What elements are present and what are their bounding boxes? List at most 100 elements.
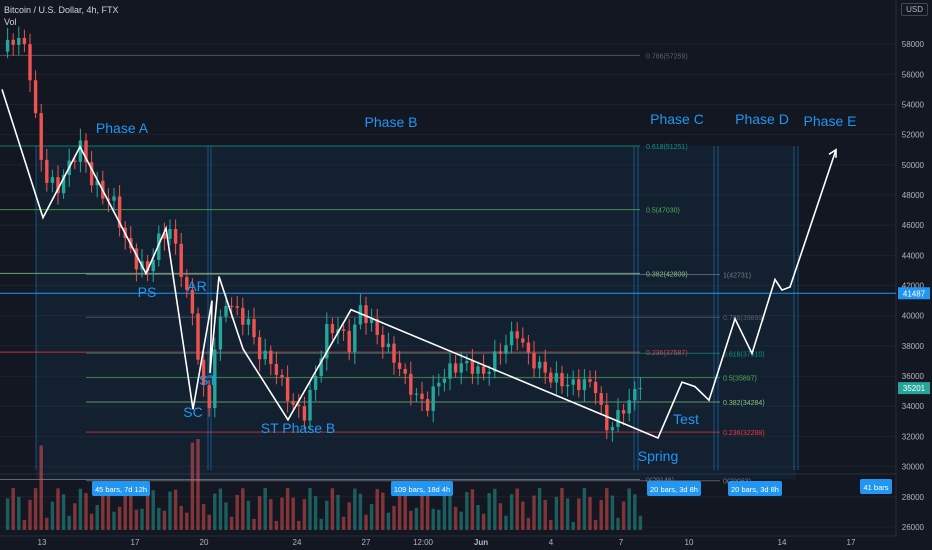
candle-body [173,228,178,244]
volume-bar [89,513,94,530]
volume-bar [448,489,452,530]
candle-body [50,177,55,183]
candle-body [375,319,379,335]
candle-body [229,305,234,307]
candle-body [207,385,211,409]
y-tick-label: 56000 [902,70,925,79]
volume-bar [129,491,133,530]
x-tick-label: 7 [619,538,624,547]
volume-bar [621,501,626,530]
volume-bar [526,517,531,530]
fib-level-label-2: 0.618(37510) [723,351,765,358]
wyckoff-schematic-line [1,89,837,439]
candle-body [481,366,486,374]
candle-body [616,410,620,427]
candle-body [448,363,452,379]
candle-body [162,233,167,239]
wyckoff-event-label: PS [138,284,157,300]
volume-bar [437,509,441,530]
volume-bar [67,515,71,530]
candle-body [190,289,195,314]
volume-bar [162,510,167,530]
candle-body [397,362,402,369]
volume-bar [123,489,127,530]
volume-bar [224,502,228,530]
volume-bar [565,498,570,530]
volume-bar [185,512,189,530]
volume-bar [218,488,223,530]
candle-body [134,248,139,270]
volume-bar [582,488,587,530]
candle-body [515,331,519,339]
candle-body [537,361,542,369]
volume-bar [246,500,251,530]
candle-body [22,37,27,45]
y-tick-label: 26000 [902,523,925,532]
volume-indicator-label: Vol [4,17,17,27]
phase-label: Phase A [96,120,149,136]
y-tick-label: 48000 [902,191,925,200]
currency-button[interactable]: USD [901,3,928,16]
candle-body [61,175,66,194]
volume-bar [50,501,55,530]
volume-bar [308,488,312,530]
volume-bar [459,511,463,530]
range-label-text: 20 bars, 3d 8h [731,485,779,494]
candle-body [403,368,407,374]
candle-body [521,338,525,343]
candle-body [347,330,351,353]
volume-bar [257,496,262,530]
volume-bar [280,497,284,530]
volume-bar [515,488,519,530]
candle-body [470,360,475,374]
candle-body [487,371,491,374]
candle-body [571,379,575,385]
candle-body [437,382,441,387]
volume-bar [207,514,211,530]
volume-bar [369,504,374,530]
y-tick-label: 58000 [902,40,925,49]
x-tick-label: 4 [549,538,554,547]
y-tick-label: 44000 [902,251,925,260]
volume-bar [140,508,144,530]
candle-body [621,410,626,414]
candle-body [627,400,631,414]
candle-body [504,345,508,354]
candle-body [179,243,183,278]
volume-bar [392,505,396,530]
candle-body [274,363,279,375]
fib-level-label-2: 1(42731) [723,273,751,280]
phase-label: Phase C [650,111,704,127]
candle-body [297,404,301,407]
range-box [634,145,714,480]
y-tick-label: 54000 [902,100,925,109]
range-box [714,145,796,480]
y-tick-label: 38000 [902,342,925,351]
volume-bar [201,504,206,530]
candle-body [17,37,21,45]
volume-bar [476,505,480,530]
candle-body [420,393,424,400]
fib-level-label-2: 0.382(34284) [723,400,765,407]
volume-bar [616,517,620,530]
volume-bar [521,501,525,530]
volume-bar [420,490,424,530]
y-tick-label: 28000 [902,493,925,502]
volume-bar [11,488,15,530]
candle-body [269,350,273,364]
volume-bar [61,494,66,530]
phase-label: Phase D [735,111,789,127]
fib-level-label: 0.5(47030) [646,208,680,215]
candle-body [341,329,346,331]
volume-bar [112,511,116,530]
volume-bar [397,489,402,530]
x-tick-label: 20 [200,538,209,547]
y-tick-label: 50000 [902,161,925,170]
price-tag-label: 35201 [903,384,926,393]
volume-bar [285,488,290,530]
candle-body [593,381,598,394]
candle-body [257,337,262,360]
candle-body [425,399,430,411]
volume-bar [577,498,581,530]
